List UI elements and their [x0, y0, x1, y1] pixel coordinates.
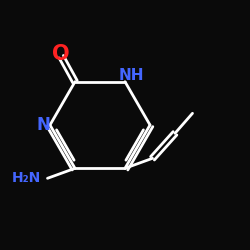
Text: NH: NH	[118, 68, 144, 83]
Text: H₂N: H₂N	[12, 171, 41, 185]
Text: O: O	[52, 44, 70, 64]
Text: N: N	[37, 116, 51, 134]
